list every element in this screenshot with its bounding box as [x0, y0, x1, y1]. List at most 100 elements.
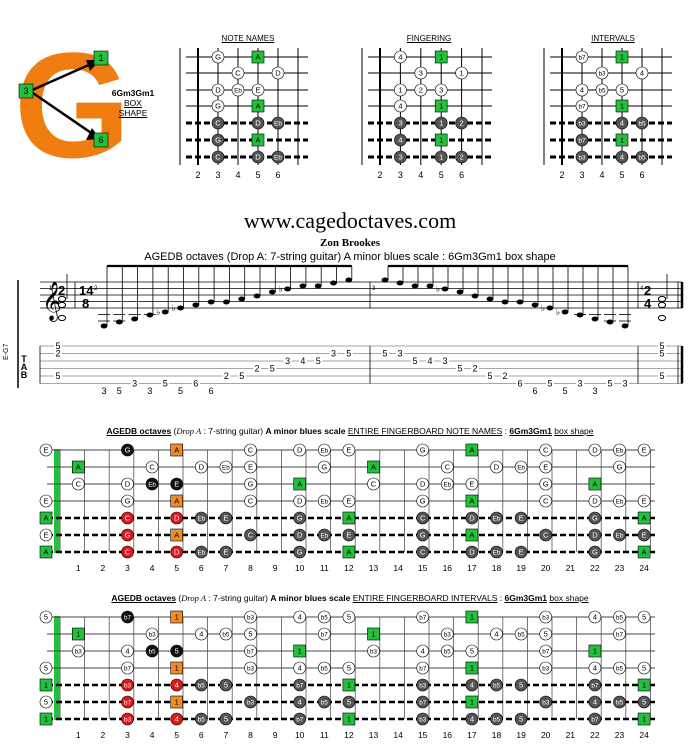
- small-fret-number: 4: [418, 170, 423, 180]
- small-note-marker-label: 1: [398, 86, 402, 95]
- small-note-marker-label: b7: [578, 103, 586, 110]
- fb-interval-marker: [121, 661, 134, 675]
- small-note-marker-label: G: [215, 136, 221, 145]
- tab-number-bg: [161, 379, 170, 388]
- tab-number-bg: [561, 387, 569, 395]
- fb-interval-marker: [588, 712, 602, 726]
- fb-interval-marker-label: b3: [542, 665, 550, 672]
- small-note-marker-label: 4: [580, 86, 584, 95]
- logo-marker-6: [93, 132, 109, 148]
- fb-interval-marker-label: b3: [444, 631, 452, 638]
- fb-note-marker-label: C: [371, 480, 377, 489]
- tab-number: 5: [547, 379, 552, 389]
- staff-note: [253, 293, 261, 299]
- fb-interval-marker-label: b7: [296, 716, 304, 723]
- fb-interval-marker-label: b7: [591, 716, 599, 723]
- staff-chord-note: [57, 314, 67, 322]
- fb-interval-marker-label: b5: [321, 699, 329, 706]
- small-note-marker: [455, 66, 468, 80]
- box-label-line3: SHAPE: [118, 108, 148, 118]
- fb-note-marker-label: D: [494, 463, 500, 472]
- fb-interval-marker: [121, 610, 134, 624]
- fb2-title-bold: AGEDB octaves: [111, 593, 177, 603]
- fb-note-marker: [244, 460, 257, 474]
- fb1-title-tail: box shape: [554, 426, 594, 436]
- fb-note-marker-label: C: [248, 531, 254, 540]
- staff-note: [531, 302, 539, 308]
- fb-interval-marker: [416, 695, 430, 709]
- small-note-marker: [231, 83, 245, 97]
- fb-note-marker: [293, 443, 307, 457]
- fb-interval-marker: [342, 610, 356, 624]
- fb1-title-bold: AGEDB octaves: [106, 426, 172, 436]
- fb-note-marker-label: E: [346, 446, 351, 455]
- fb-note-marker-label: C: [420, 514, 426, 523]
- fb1-title-shape: 6Gm3Gm1: [509, 426, 552, 436]
- fb-note-marker-label: E: [346, 531, 351, 540]
- fret-number: 10: [295, 730, 305, 740]
- tab-number-bg: [456, 364, 464, 373]
- tab-number-bg: [237, 372, 246, 380]
- small-note-marker: [394, 50, 407, 64]
- small-note-marker-label: A: [255, 136, 260, 145]
- tab-number: 3: [442, 356, 447, 366]
- fret-number: 14: [393, 563, 403, 573]
- fb-note-marker: [539, 443, 553, 457]
- staff-note: [546, 305, 554, 311]
- fb-note-marker-label: E: [223, 514, 228, 523]
- fb-interval-marker-label: 5: [470, 647, 474, 656]
- fb-interval-marker-label: b3: [247, 665, 255, 672]
- fb-interval-marker: [539, 644, 553, 658]
- measure-number: 2: [94, 286, 98, 292]
- fb-interval-marker-label: b5: [518, 631, 526, 638]
- small-note-marker-label: C: [215, 153, 221, 162]
- fb-note-marker-label: G: [617, 463, 623, 472]
- fret-number: 2: [101, 563, 106, 573]
- fb-interval-marker-label: 1: [347, 681, 351, 690]
- fb-note-marker: [539, 528, 553, 542]
- small-note-marker-label: b5: [638, 120, 646, 127]
- fb-interval-marker: [416, 644, 430, 658]
- fb-interval-marker-label: b5: [616, 614, 624, 621]
- small-note-marker: [251, 116, 265, 130]
- fb-note-marker-label: E: [543, 463, 548, 472]
- fb-interval-marker: [293, 661, 307, 675]
- fb2-title-paren: : 7-string guitar): [208, 593, 268, 603]
- fb-interval-marker: [293, 712, 307, 726]
- fb-note-marker-label: Eb: [197, 549, 205, 556]
- fret-number: 5: [174, 730, 179, 740]
- small-note-marker-label: 1: [439, 153, 443, 162]
- small-fret-number: 4: [599, 170, 604, 180]
- fb-interval-marker-label: 5: [347, 613, 351, 622]
- fb-note-marker: [39, 545, 53, 559]
- small-note-marker: [251, 133, 265, 147]
- fb-interval-marker-label: b5: [616, 665, 624, 672]
- fb-note-marker: [588, 511, 602, 525]
- fb-note-marker-label: Eb: [197, 515, 205, 522]
- fb1-title-paren: : 7-string guitar): [203, 426, 264, 436]
- fret-number: 5: [174, 563, 179, 573]
- small-note-marker-label: 2: [460, 119, 464, 128]
- small-note-marker-label: 3: [439, 86, 443, 95]
- tab-number: 5: [659, 371, 664, 381]
- fb-note-marker: [195, 545, 208, 559]
- small-fret-number: 5: [619, 170, 624, 180]
- fb-interval-marker-label: 4: [593, 613, 597, 622]
- fb-interval-marker-label: 5: [224, 715, 228, 724]
- fb-interval-marker: [195, 627, 208, 641]
- fb-note-marker: [613, 494, 626, 508]
- tab-number: 3: [577, 379, 582, 389]
- small-note-marker: [394, 99, 407, 113]
- fb-interval-marker-label: 1: [470, 664, 474, 673]
- fb-note-marker: [39, 528, 53, 542]
- fb-interval-marker-label: 5: [519, 681, 523, 690]
- small-note-marker-label: 1: [620, 53, 624, 62]
- small-note-marker: [434, 83, 448, 97]
- fb-interval-marker-label: 1: [642, 681, 646, 690]
- flat-sign: ♭: [278, 284, 282, 294]
- fb-interval-marker: [72, 644, 85, 658]
- tab-letter: A: [21, 362, 28, 372]
- staff-note: [192, 302, 200, 308]
- fb-interval-marker-label: b3: [370, 648, 378, 655]
- fret-number: 23: [615, 730, 625, 740]
